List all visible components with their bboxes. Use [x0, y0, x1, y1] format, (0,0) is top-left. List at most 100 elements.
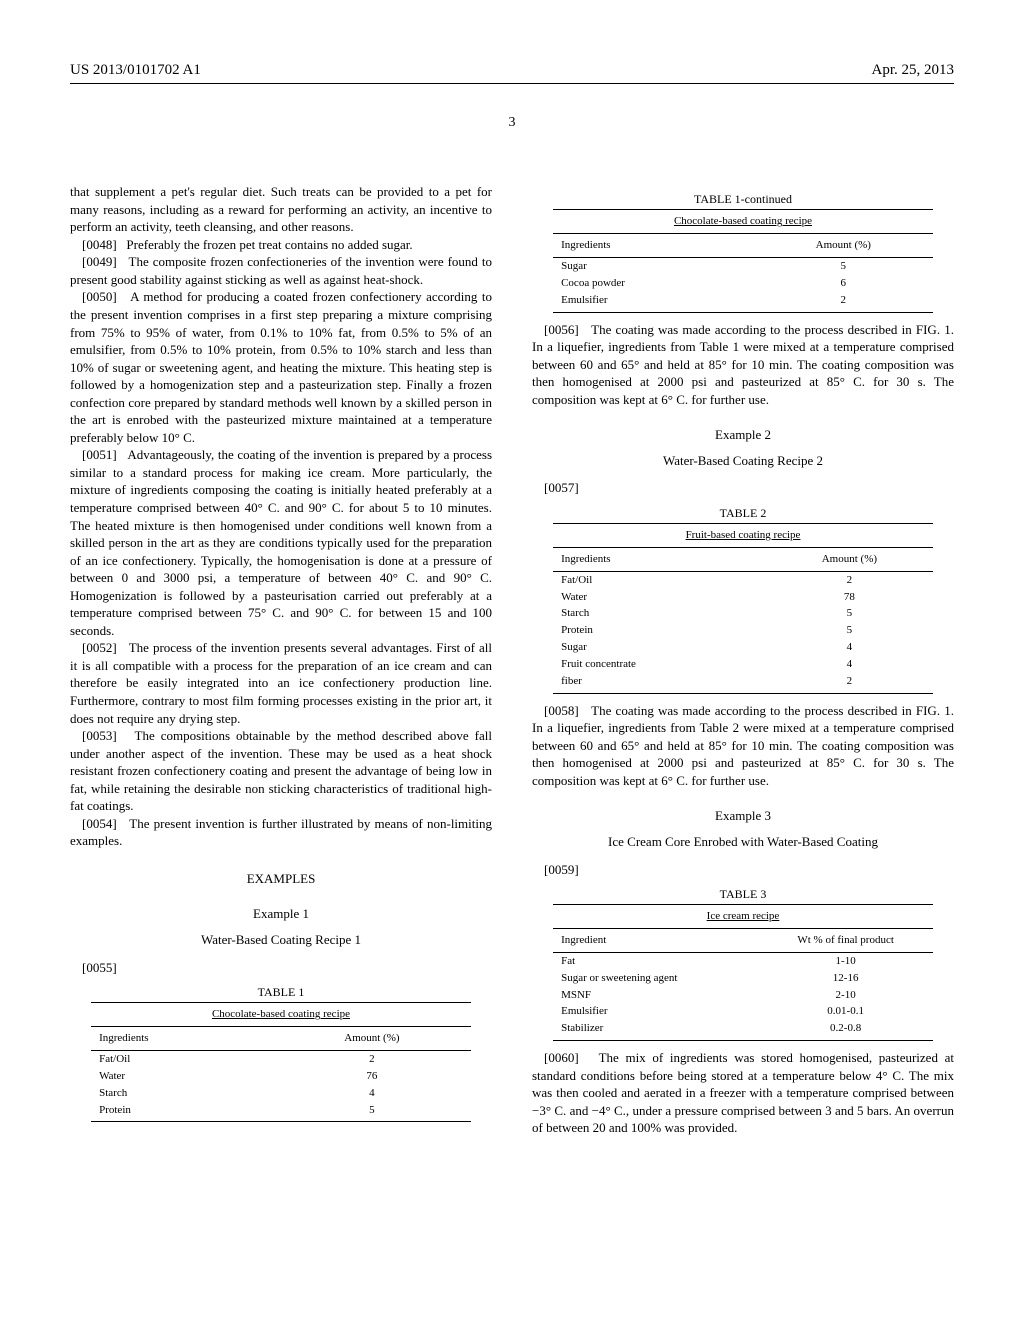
table-cell: 0.2-0.8 — [758, 1020, 933, 1040]
para-60: [0060] The mix of ingredients was stored… — [532, 1049, 954, 1137]
table-cell: 6 — [754, 275, 933, 292]
table-cell: 2 — [273, 1050, 471, 1067]
table-row: Cocoa powder6 — [553, 275, 933, 292]
table-cell: Sugar — [553, 639, 766, 656]
doc-date: Apr. 25, 2013 — [872, 60, 955, 80]
para-51: [0051] Advantageously, the coating of th… — [70, 446, 492, 639]
para-52: [0052] The process of the invention pres… — [70, 639, 492, 727]
para-59: [0059] — [532, 861, 954, 879]
table-cell: Starch — [553, 605, 766, 622]
table-cell: 78 — [766, 589, 933, 606]
table-cell: Fat/Oil — [91, 1050, 273, 1067]
table-2: Fruit-based coating recipe Ingredients A… — [553, 523, 933, 694]
table-cell: Cocoa powder — [553, 275, 754, 292]
para-57: [0057] — [532, 479, 954, 497]
table-row: Starch5 — [553, 605, 933, 622]
table-cell: 0.01-0.1 — [758, 1003, 933, 1020]
table-cell: Water — [91, 1068, 273, 1085]
para-49: [0049] The composite frozen confectioner… — [70, 253, 492, 288]
table-cell: 5 — [273, 1102, 471, 1122]
table-1-body: Fat/Oil2Water76Starch4Protein5 — [91, 1050, 471, 1121]
table-row: Fat1-10 — [553, 952, 933, 969]
para-47-cont: that supplement a pet's regular diet. Su… — [70, 183, 492, 236]
table-cell: Sugar — [553, 258, 754, 275]
table-cell: MSNF — [553, 987, 758, 1004]
content-columns: that supplement a pet's regular diet. Su… — [70, 183, 954, 1137]
table-cell: 4 — [766, 656, 933, 673]
table-cell: 5 — [766, 605, 933, 622]
table-cell: Starch — [91, 1085, 273, 1102]
example-2-subtitle: Water-Based Coating Recipe 2 — [532, 452, 954, 470]
example-3-subtitle: Ice Cream Core Enrobed with Water-Based … — [532, 833, 954, 851]
table-cell: 2 — [754, 292, 933, 312]
doc-id: US 2013/0101702 A1 — [70, 60, 201, 80]
table-1c-label: TABLE 1-continued — [532, 191, 954, 207]
table-row: Sugar5 — [553, 258, 933, 275]
table-cell: Protein — [91, 1102, 273, 1122]
table-row: Water78 — [553, 589, 933, 606]
table-cell: Fat/Oil — [553, 571, 766, 588]
table-1c-col1: Ingredients — [553, 234, 754, 257]
table-3-col2: Wt % of final product — [758, 929, 933, 952]
table-cell: Fat — [553, 952, 758, 969]
table-row: MSNF2-10 — [553, 987, 933, 1004]
table-cell: Fruit concentrate — [553, 656, 766, 673]
table-2-caption: Fruit-based coating recipe — [553, 523, 933, 548]
para-55: [0055] — [70, 959, 492, 977]
table-1c-body: Sugar5Cocoa powder6Emulsifier2 — [553, 258, 933, 313]
table-cell: 12-16 — [758, 970, 933, 987]
table-3-body: Fat1-10Sugar or sweetening agent12-16MSN… — [553, 952, 933, 1040]
table-row: Starch4 — [91, 1085, 471, 1102]
table-2-label: TABLE 2 — [532, 505, 954, 521]
table-cell: 5 — [766, 622, 933, 639]
page-header: US 2013/0101702 A1 Apr. 25, 2013 — [70, 60, 954, 84]
table-cell: Emulsifier — [553, 1003, 758, 1020]
example-1-subtitle: Water-Based Coating Recipe 1 — [70, 931, 492, 949]
para-50: [0050] A method for producing a coated f… — [70, 288, 492, 446]
example-2-title: Example 2 — [532, 426, 954, 444]
table-2-body: Fat/Oil2Water78Starch5Protein5Sugar4Frui… — [553, 571, 933, 693]
table-2-col2: Amount (%) — [766, 548, 933, 571]
table-row: Fruit concentrate4 — [553, 656, 933, 673]
table-row: Sugar or sweetening agent12-16 — [553, 970, 933, 987]
table-1: Chocolate-based coating recipe Ingredien… — [91, 1002, 471, 1122]
table-row: Protein5 — [553, 622, 933, 639]
table-cell: fiber — [553, 673, 766, 693]
table-row: Stabilizer0.2-0.8 — [553, 1020, 933, 1040]
table-1-continued: Chocolate-based coating recipe Ingredien… — [553, 209, 933, 312]
right-column: TABLE 1-continued Chocolate-based coatin… — [532, 183, 954, 1137]
table-cell: 1-10 — [758, 952, 933, 969]
example-1-title: Example 1 — [70, 905, 492, 923]
para-48: [0048] Preferably the frozen pet treat c… — [70, 236, 492, 254]
table-cell: Stabilizer — [553, 1020, 758, 1040]
table-cell: Sugar or sweetening agent — [553, 970, 758, 987]
table-row: Water76 — [91, 1068, 471, 1085]
table-row: Fat/Oil2 — [91, 1050, 471, 1067]
para-56: [0056] The coating was made according to… — [532, 321, 954, 409]
examples-heading: EXAMPLES — [70, 870, 492, 888]
table-1c-caption: Chocolate-based coating recipe — [553, 209, 933, 234]
table-1-col2: Amount (%) — [273, 1027, 471, 1050]
para-53: [0053] The compositions obtainable by th… — [70, 727, 492, 815]
table-row: Emulsifier2 — [553, 292, 933, 312]
example-3-title: Example 3 — [532, 807, 954, 825]
page-number: 3 — [70, 114, 954, 133]
table-cell: Emulsifier — [553, 292, 754, 312]
table-2-col1: Ingredients — [553, 548, 766, 571]
table-cell: 4 — [273, 1085, 471, 1102]
table-1-label: TABLE 1 — [70, 984, 492, 1000]
table-row: fiber2 — [553, 673, 933, 693]
table-row: Protein5 — [91, 1102, 471, 1122]
table-1-caption: Chocolate-based coating recipe — [91, 1002, 471, 1027]
left-column: that supplement a pet's regular diet. Su… — [70, 183, 492, 1137]
table-3-label: TABLE 3 — [532, 886, 954, 902]
table-row: Emulsifier0.01-0.1 — [553, 1003, 933, 1020]
table-cell: 76 — [273, 1068, 471, 1085]
para-58: [0058] The coating was made according to… — [532, 702, 954, 790]
table-1c-col2: Amount (%) — [754, 234, 933, 257]
table-3-col1: Ingredient — [553, 929, 758, 952]
table-row: Sugar4 — [553, 639, 933, 656]
table-1-col1: Ingredients — [91, 1027, 273, 1050]
table-row: Fat/Oil2 — [553, 571, 933, 588]
table-cell: Protein — [553, 622, 766, 639]
